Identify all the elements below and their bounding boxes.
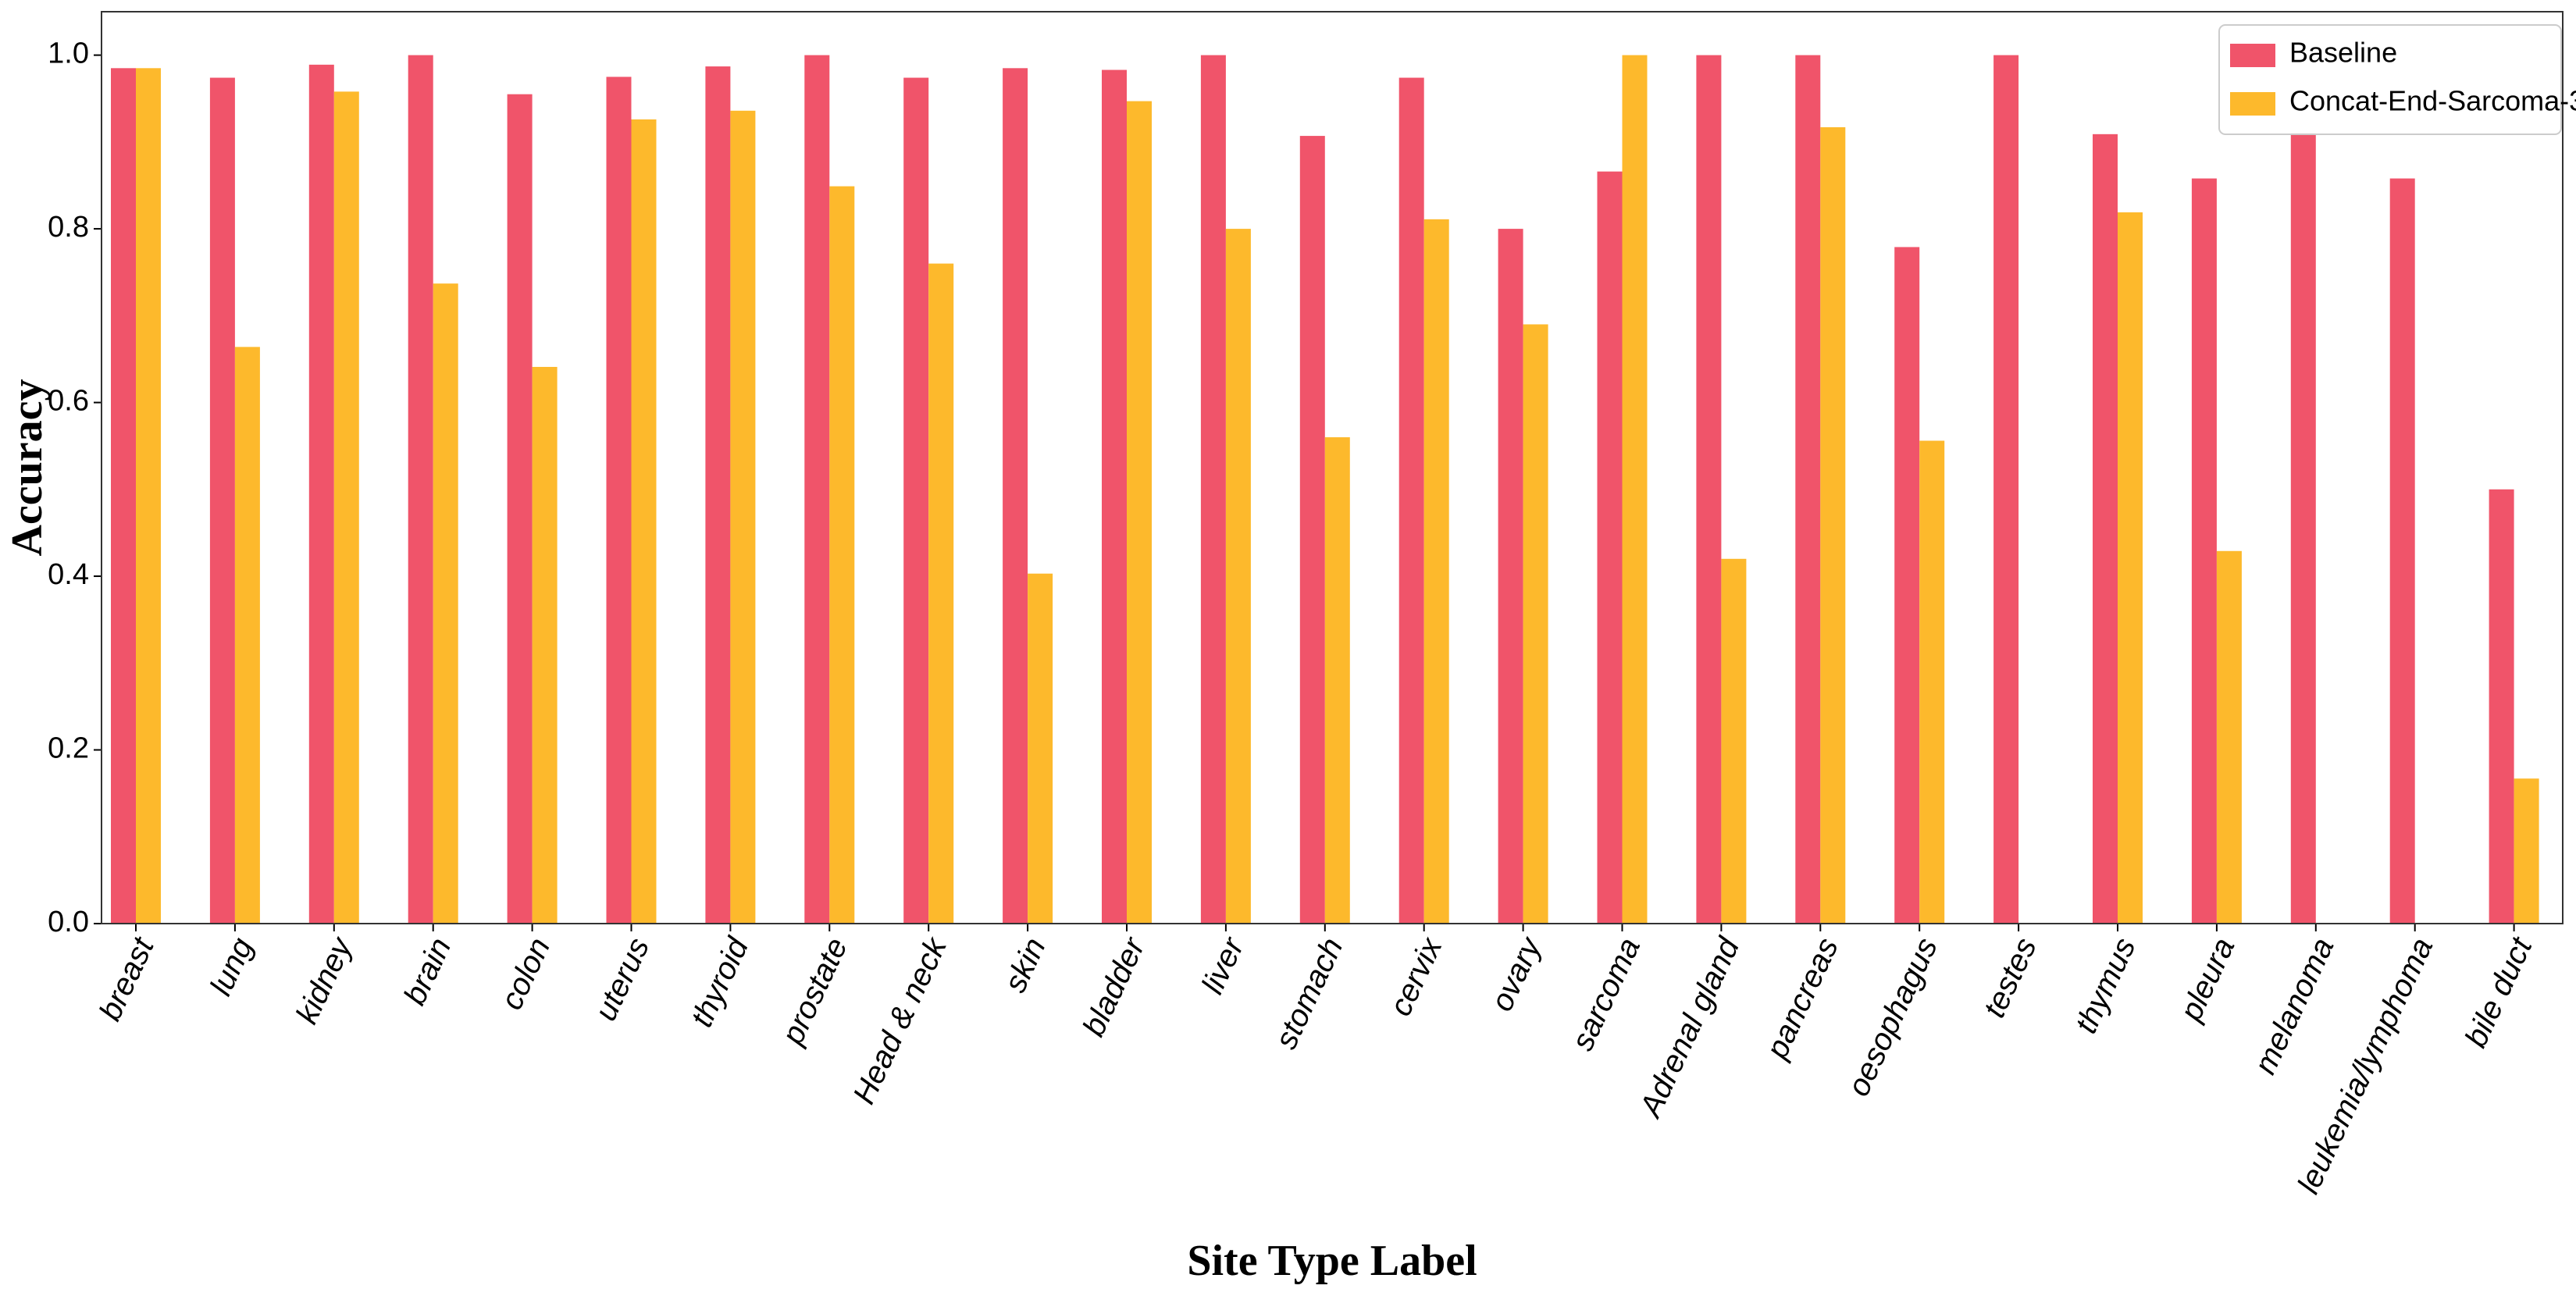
bar: [1028, 573, 1053, 924]
bar: [1299, 136, 1325, 924]
x-tick-label: oesophagus: [1841, 933, 1944, 1102]
bar: [532, 366, 558, 924]
bar: [308, 64, 334, 924]
bar: [1324, 437, 1350, 924]
bar: [631, 119, 657, 924]
x-tick-label: pancreas: [1759, 933, 1845, 1065]
bar: [2093, 134, 2118, 924]
x-tick-label: testes: [1977, 933, 2043, 1023]
bar: [111, 68, 136, 924]
bar: [1423, 219, 1449, 924]
bar: [1200, 55, 1226, 924]
y-tick-label: 0.2: [48, 732, 89, 765]
y-tick-label: 0.4: [48, 558, 89, 591]
bar: [730, 110, 756, 924]
y-tick-label: 0.6: [48, 385, 89, 418]
x-tick-label: bladder: [1076, 931, 1152, 1041]
x-tick-label: liver: [1195, 931, 1252, 999]
bar: [928, 263, 954, 924]
bar: [1894, 247, 1920, 924]
bar: [1523, 324, 1548, 924]
x-tick-label: breast: [93, 931, 162, 1026]
x-tick-label: Adrenal gland: [1633, 931, 1747, 1123]
x-tick-label: cervix: [1383, 931, 1449, 1021]
bar: [705, 66, 731, 924]
x-tick-label: sarcoma: [1566, 933, 1648, 1056]
bar: [1820, 126, 1846, 924]
plot-frame: [101, 11, 2564, 924]
x-tick-label: Head & neck: [846, 931, 954, 1109]
x-tick-label: thyroid: [685, 931, 756, 1032]
x-tick-label: colon: [494, 933, 557, 1015]
x-tick-label: brain: [397, 933, 458, 1010]
bar: [1622, 55, 1648, 924]
bar: [408, 55, 433, 924]
legend-label: Baseline: [2289, 37, 2397, 69]
y-tick-label: 1.0: [48, 37, 89, 70]
y-tick-label: 0.0: [48, 906, 89, 938]
bar: [1696, 55, 1722, 924]
legend-swatch: [2230, 92, 2275, 116]
bar: [2118, 212, 2143, 924]
bar: [2216, 550, 2242, 924]
x-tick-label: bile duct: [2458, 931, 2539, 1052]
bar: [209, 77, 235, 924]
bar: [606, 77, 632, 924]
x-tick-label: lung: [204, 933, 260, 1001]
bar: [903, 77, 929, 924]
legend-label: Concat-End-Sarcoma-3: [2289, 85, 2576, 117]
bar: [333, 91, 359, 924]
bar: [1498, 229, 1523, 924]
bar: [1003, 68, 1028, 924]
bar: [1919, 440, 1945, 924]
bar: [507, 94, 533, 924]
x-tick-label: prostate: [775, 933, 854, 1050]
x-tick-label: ovary: [1484, 931, 1548, 1017]
bar: [1993, 55, 2019, 924]
bar: [2489, 489, 2514, 924]
bar: [2290, 133, 2316, 924]
legend-swatch: [2230, 44, 2275, 67]
bar: [433, 283, 458, 924]
x-tick-label: thymus: [2068, 933, 2142, 1038]
legend-box: [2218, 24, 2562, 135]
bar: [1225, 229, 1251, 924]
bar: [2514, 778, 2539, 924]
y-axis-label: Accuracy: [3, 379, 52, 556]
bar: [1127, 101, 1152, 924]
bar: [829, 186, 855, 924]
x-axis-label: Site Type Label: [1187, 1237, 1477, 1285]
bar: [1102, 69, 1127, 924]
bar: [1597, 171, 1623, 924]
y-tick-label: 0.8: [48, 211, 89, 244]
bar: [2191, 178, 2217, 924]
bar: [1721, 558, 1747, 924]
x-tick-label: pleura: [2173, 933, 2241, 1027]
x-tick-label: stomach: [1269, 933, 1350, 1055]
x-tick-label: melanoma: [2248, 933, 2341, 1080]
x-tick-label: skin: [998, 933, 1053, 998]
bar: [136, 68, 161, 924]
x-tick-label: uterus: [588, 933, 656, 1026]
bar: [2389, 178, 2415, 924]
bar: [804, 55, 830, 924]
x-tick-label: kidney: [290, 931, 360, 1029]
bar: [1795, 55, 1821, 924]
bar: [1398, 77, 1424, 924]
bar: [234, 347, 260, 924]
